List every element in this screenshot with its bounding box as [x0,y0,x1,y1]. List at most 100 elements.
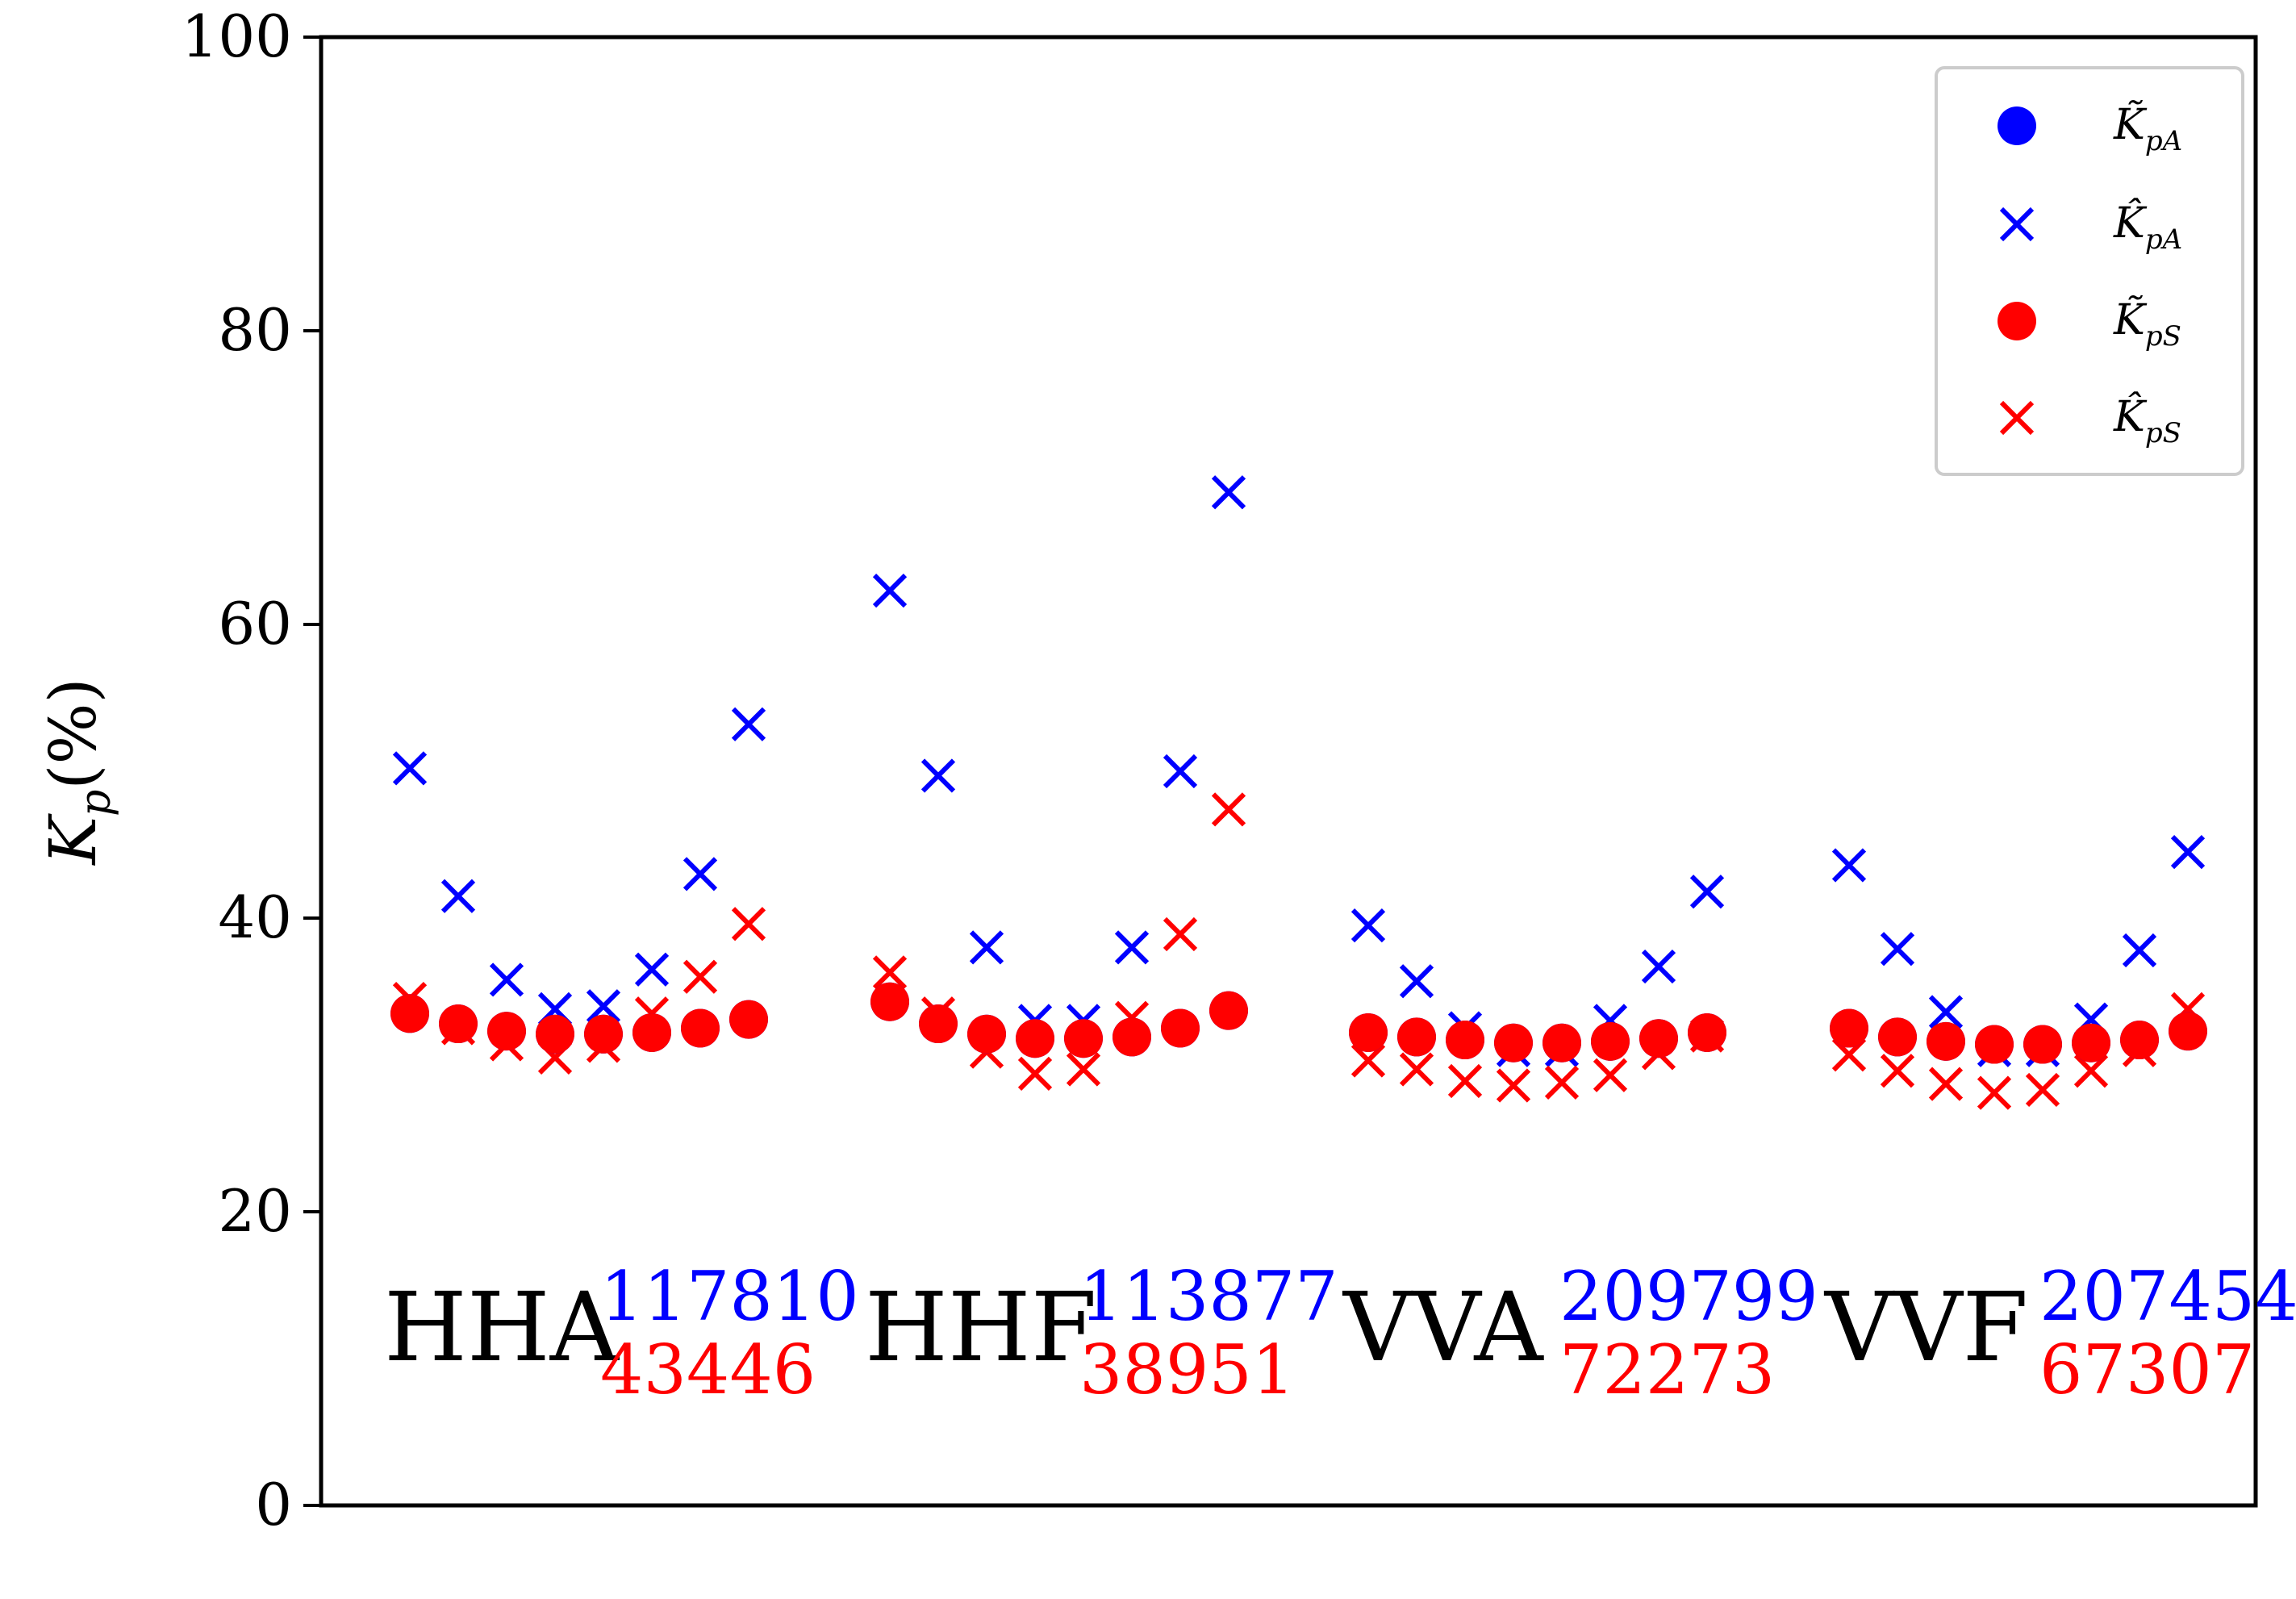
point-circle-kps [967,1014,1006,1054]
point-cross-kps [1593,1058,1628,1092]
point-circle-kps [390,994,429,1033]
y-axis-label-suffix: (%) [35,678,111,789]
legend-label: K̃pA [2113,100,2182,157]
group-label: VVA [1342,1271,1544,1383]
plot-area-frame [319,35,2258,1508]
legend-marker-circle [1998,106,2036,145]
point-cross-kps [1496,1068,1531,1103]
point-circle-kps [681,1008,720,1048]
legend-label-sub: pS [2145,320,2181,353]
point-circle-kps [1688,1012,1726,1052]
point-circle-kps [1542,1023,1581,1063]
point-circle-kps [1397,1017,1436,1057]
legend-label-sub: pA [2145,125,2182,157]
point-cross-kps [872,955,908,990]
legend-label-main: K̃ [2113,100,2148,149]
point-circle-kps [919,1004,958,1044]
legend-label-sub: pS [2145,417,2181,449]
legend-box [1935,66,2244,476]
point-cross-kpa [1880,932,1915,966]
group-count-red: 38951 [1079,1330,1295,1409]
group-label: HHA [384,1271,620,1383]
point-cross-kps [1399,1052,1434,1087]
y-axis-label-main: K [35,813,111,866]
point-cross-kpa [1831,848,1867,883]
y-axis-label: Kp(%) [35,678,120,866]
group-count-blue: 117810 [600,1257,859,1336]
point-circle-kps [1878,1017,1917,1057]
point-cross-kpa [1689,875,1725,909]
point-cross-kps [1544,1065,1580,1100]
point-circle-kps [536,1014,574,1054]
point-cross-kpa [1928,995,1964,1029]
legend-label-sub: pA [2145,223,2182,256]
group-count-blue: 209799 [1559,1257,1818,1336]
point-circle-kps [2072,1023,2110,1063]
point-circle-kps [2023,1025,2062,1064]
group-label: HHF [865,1271,1097,1383]
point-cross-kpa [440,879,476,913]
data-points [390,475,2207,1110]
point-circle-kps [1927,1021,1965,1061]
legend-marker-circle [1998,302,2036,340]
point-cross-kps [1447,1063,1483,1099]
point-circle-kps [1016,1019,1054,1058]
legend-label-main: K̂ [2113,198,2148,248]
legend-marker-cross [1999,400,2035,436]
point-circle-kps [584,1014,623,1054]
y-tick-label: 20 [218,1177,292,1245]
point-cross-kpa [586,989,621,1024]
point-circle-kps [870,982,909,1021]
group-count-red: 67307 [2039,1330,2255,1409]
point-cross-kpa [1211,475,1246,510]
legend-marker-cross [1999,207,2035,242]
group-count-red: 43446 [600,1330,816,1409]
point-circle-kps [1975,1025,2014,1064]
y-tick-label: 0 [255,1471,292,1538]
point-cross-kpa [634,952,670,987]
point-circle-kps [729,1000,768,1039]
y-tick-label: 60 [218,590,292,658]
group-count-red: 72273 [1559,1330,1775,1409]
point-circle-kps [1161,1008,1200,1048]
point-cross-kps [1928,1067,1964,1101]
point-cross-kps [1880,1054,1915,1088]
point-circle-kps [439,1004,478,1044]
point-cross-kps [1350,1043,1386,1078]
y-axis-label-sub: p [72,790,120,816]
point-cross-kpa [2122,933,2157,968]
point-cross-kpa [2170,834,2206,870]
point-circle-kps [1064,1019,1103,1058]
point-cross-kps [1163,916,1198,952]
point-circle-kps [632,1012,671,1052]
point-cross-kps [2073,1054,2109,1088]
point-circle-kps [487,1012,526,1051]
point-cross-kpa [392,751,428,786]
point-circle-kps [1591,1021,1630,1061]
legend: K̃pAK̂pAK̃pSK̂pS [1935,66,2244,476]
point-cross-kpa [969,930,1004,965]
point-cross-kpa [1163,754,1198,789]
point-circle-kps [1639,1019,1678,1058]
point-cross-kpa [872,574,908,608]
point-circle-kps [1209,991,1248,1030]
point-circle-kps [2120,1021,2159,1060]
point-circle-kps [1494,1023,1533,1063]
group-count-blue: 113877 [1079,1257,1338,1336]
point-cross-kps [1066,1052,1101,1087]
point-cross-kpa [920,758,956,793]
legend-label: K̃pS [2113,295,2181,353]
point-cross-kpa [1114,930,1150,965]
y-tick-label: 80 [218,296,292,364]
group-count-blue: 207454 [2039,1257,2296,1336]
point-cross-kps [2025,1072,2060,1108]
legend-label-main: K̃ [2113,295,2148,344]
point-cross-kps [683,959,718,994]
point-cross-kpa [731,707,766,741]
legend-label: K̂pA [2113,198,2182,256]
point-cross-kpa [1641,949,1676,984]
point-cross-kps [731,907,766,941]
point-cross-kps [1017,1056,1053,1092]
